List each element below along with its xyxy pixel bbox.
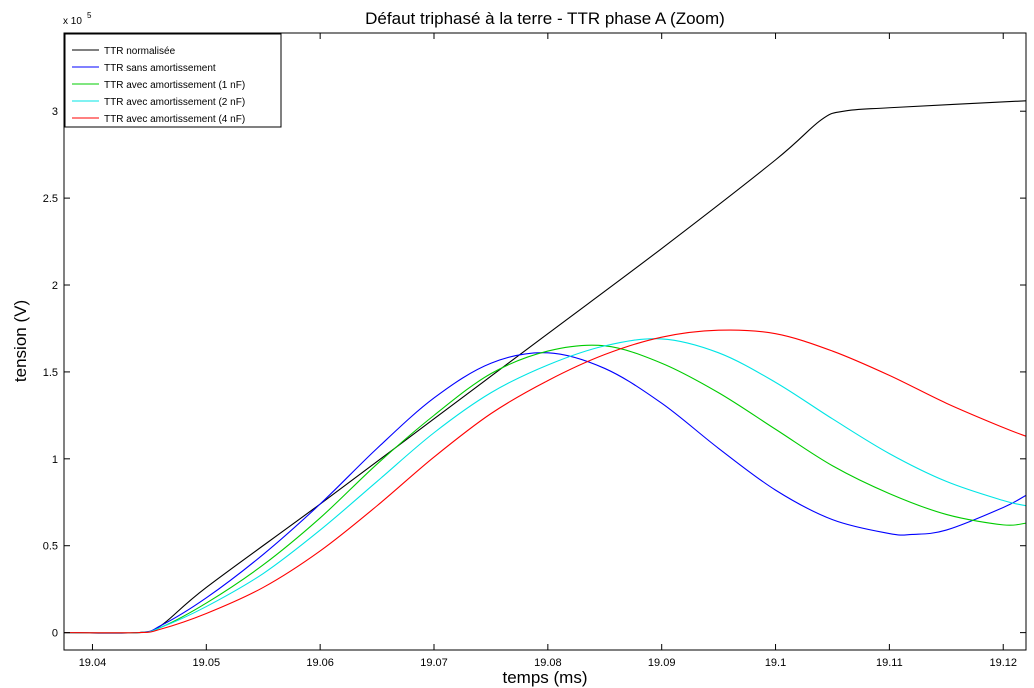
- y-tick-label: 1: [52, 454, 58, 466]
- y-axis-exponent: x 10 5: [63, 11, 92, 27]
- series-line-5: [64, 329, 1026, 634]
- legend-label: TTR avec amortissement (2 nF): [104, 97, 245, 108]
- series-line-3: [64, 344, 1026, 634]
- series-line-1: [64, 100, 1026, 634]
- series-line-2: [64, 352, 1026, 634]
- y-ticks: 0 0.5 1 1.5 2 2.5 3: [43, 106, 1026, 640]
- legend: TTR normalisée TTR sans amortissement TTR …: [64, 33, 282, 128]
- legend-box: [64, 33, 282, 128]
- x-tick-label: 19.04: [79, 657, 107, 669]
- x-ticks: 19.04 19.05 19.06 19.07 19.08 19.09 19.1 19.11 1…: [79, 33, 1017, 669]
- x-tick-label: 19.08: [534, 657, 562, 669]
- chart-title: Défaut triphasé à la terre - TTR phase A…: [365, 9, 725, 28]
- x-tick-label: 19.06: [306, 657, 334, 669]
- x-tick-label: 19.11: [876, 657, 903, 669]
- x-tick-label: 19.07: [420, 657, 448, 669]
- y-exponent-power: 5: [87, 11, 92, 20]
- x-axis-label: temps (ms): [503, 668, 588, 687]
- series-line-4: [64, 338, 1026, 634]
- y-tick-label: 0.5: [43, 541, 58, 553]
- series-layer: [64, 100, 1026, 634]
- plot-area-frame: [63, 32, 1027, 651]
- legend-label: TTR sans amortissement: [104, 63, 216, 74]
- x-tick-label: 19.09: [648, 657, 676, 669]
- y-tick-label: 2.5: [43, 193, 58, 205]
- x-tick-label: 19.12: [989, 657, 1017, 669]
- y-exponent-base: x 10: [63, 16, 82, 27]
- legend-label: TTR avec amortissement (1 nF): [104, 80, 245, 91]
- legend-label: TTR normalisée: [104, 46, 176, 57]
- legend-label: TTR avec amortissement (4 nF): [104, 114, 245, 125]
- y-axis-label: tension (V): [11, 300, 30, 382]
- y-tick-label: 3: [52, 106, 58, 118]
- y-tick-label: 1.5: [43, 367, 58, 379]
- y-tick-label: 0: [52, 628, 58, 640]
- x-tick-label: 19.1: [765, 657, 786, 669]
- y-tick-label: 2: [52, 280, 58, 292]
- x-tick-label: 19.05: [193, 657, 221, 669]
